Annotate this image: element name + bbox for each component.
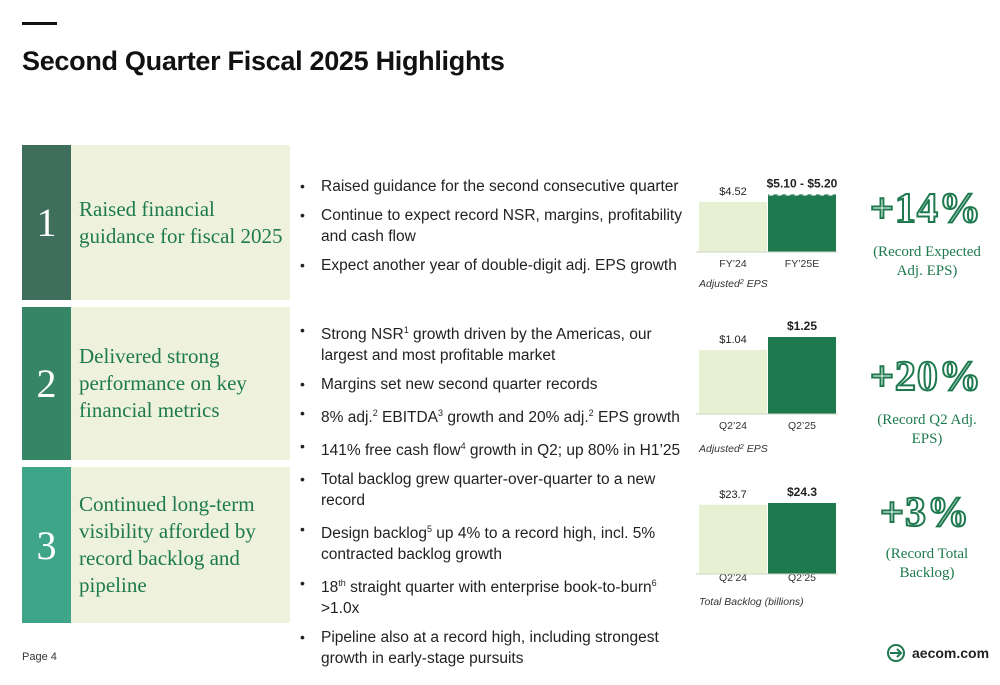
bar-range-hatch	[768, 194, 836, 196]
bar-chart: $4.52 FY’24 $5.10 - $5.20 FY’25E Adjusted2 E…	[696, 176, 838, 290]
bullet-item: Total backlog grew quarter-over-quarter …	[290, 469, 690, 511]
bar	[699, 349, 767, 414]
data-label: $1.25	[787, 319, 817, 333]
row-content: Raised guidance for the second consecuti…	[290, 145, 992, 300]
big-percent: +14%	[869, 185, 982, 233]
aecom-arrow-icon	[887, 644, 905, 662]
bar-chart: $23.7 Q2’24 $24.3 Q2’25 Total Backlog (billi…	[696, 485, 838, 608]
data-label: $5.10 - $5.20	[767, 176, 838, 190]
category-label: Q2’25	[788, 572, 816, 584]
big-percent-note: (Record Expected Adj. EPS)	[873, 244, 981, 279]
highlight-row-1: 1 Raised financial guidance for fiscal 2…	[22, 145, 992, 300]
bullet-item: Expect another year of double-digit adj.…	[290, 255, 690, 276]
chart-q2-eps: $1.04 Q2’24 $1.25 Q2’25 Adjusted2 EPS	[696, 307, 856, 467]
bullet-item: Raised guidance for the second consecuti…	[290, 176, 690, 197]
chart-caption: Total Backlog (billions)	[699, 596, 804, 608]
row-heading: Continued long-term visibility afforded …	[79, 492, 256, 597]
bar	[699, 504, 767, 574]
bar-chart: $1.04 Q2’24 $1.25 Q2’25 Adjusted2 EPS	[696, 319, 838, 455]
page-number: Page 4	[22, 651, 57, 663]
bar	[699, 201, 767, 252]
category-label: FY’25E	[785, 258, 819, 270]
row-heading: Raised financial guidance for fiscal 202…	[79, 196, 283, 248]
chart-backlog: $23.7 Q2’24 $24.3 Q2’25 Total Backlog (billi…	[696, 467, 856, 627]
category-label: FY’24	[719, 258, 747, 270]
big-percent: +3%	[879, 489, 970, 537]
highlight-row-2: 2 Delivered strong performance on key fi…	[22, 307, 992, 460]
chart-caption: Adjusted2 EPS	[698, 278, 768, 290]
row-number: 2	[22, 307, 71, 460]
bullet-item: Margins set new second quarter records	[290, 374, 690, 395]
row-heading-cell: Delivered strong performance on key fina…	[71, 307, 290, 460]
data-label: $23.7	[719, 489, 747, 501]
bullet-list: Total backlog grew quarter-over-quarter …	[290, 469, 690, 677]
category-label: Q2’24	[719, 572, 747, 584]
category-label: Q2’25	[788, 420, 816, 432]
bar	[768, 337, 836, 414]
big-percent-note: (Record Total Backlog)	[885, 546, 969, 581]
chart-caption: Adjusted2 EPS	[698, 443, 768, 455]
data-label: $24.3	[787, 485, 817, 499]
bullet-item: 18th straight quarter with enterprise bo…	[290, 573, 690, 619]
row-heading: Delivered strong performance on key fina…	[79, 344, 247, 422]
big-percent: +20%	[869, 353, 982, 401]
bullet-item: Design backlog5 up 4% to a record high, …	[290, 519, 690, 565]
bullet-list: Strong NSR1 growth driven by the America…	[290, 320, 690, 469]
page-title: Second Quarter Fiscal 2025 Highlights	[22, 46, 505, 76]
row-number: 1	[22, 145, 71, 300]
chart-eps-guidance: $4.52 FY’24 $5.10 - $5.20 FY’25E Adjusted2 E…	[696, 145, 856, 305]
row-heading-cell: Raised financial guidance for fiscal 202…	[71, 145, 290, 300]
row-content: Strong NSR1 growth driven by the America…	[290, 307, 992, 460]
bar	[768, 195, 836, 252]
bar	[768, 503, 836, 574]
highlight-row-3: 3 Continued long-term visibility afforde…	[22, 467, 992, 667]
data-label: $4.52	[719, 186, 747, 198]
bullet-item: Continue to expect record NSR, margins, …	[290, 205, 690, 247]
bullet-item: Pipeline also at a record high, includin…	[290, 627, 690, 669]
row-number: 3	[22, 467, 71, 623]
big-percent-note: (Record Q2 Adj. EPS)	[877, 412, 977, 447]
logo-text: aecom.com	[912, 645, 990, 661]
row-heading-cell: Continued long-term visibility afforded …	[71, 467, 290, 623]
aecom-logo[interactable]: aecom.com	[886, 643, 989, 663]
row-content: Total backlog grew quarter-over-quarter …	[290, 467, 992, 667]
bullet-list: Raised guidance for the second consecuti…	[290, 176, 690, 284]
bullet-item: 141% free cash flow4 growth in Q2; up 80…	[290, 436, 690, 461]
title-accent-bar	[22, 22, 57, 25]
bullet-item: Strong NSR1 growth driven by the America…	[290, 320, 690, 366]
bullet-item: 8% adj.2 EBITDA3 growth and 20% adj.2 EP…	[290, 403, 690, 428]
data-label: $1.04	[719, 334, 747, 346]
category-label: Q2’24	[719, 420, 747, 432]
